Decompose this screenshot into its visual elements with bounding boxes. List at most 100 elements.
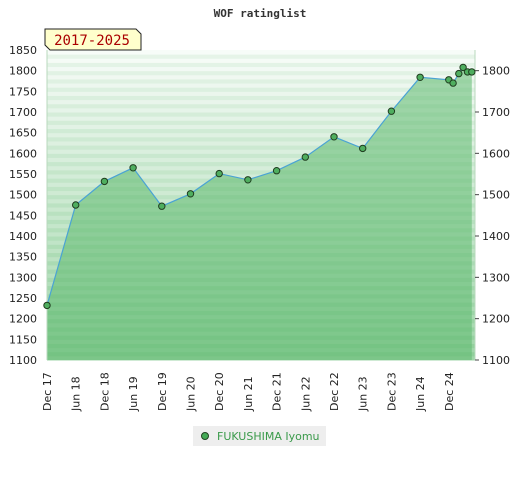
x-tick-label: Jun 19 [127,376,140,412]
x-tick-label: Jun 18 [70,376,83,412]
legend: FUKUSHIMA Iyomu [193,426,326,446]
background-band [47,124,475,130]
background-band [47,153,475,158]
x-tick-label: Dec 17 [41,372,54,411]
y-tick-label-right: 1600 [482,147,510,160]
data-point [449,79,457,87]
background-band [47,54,475,59]
background-band [47,70,475,76]
data-point [100,177,109,186]
y-tick-label: 1250 [9,292,37,305]
background-band [47,78,475,84]
legend-marker-icon [201,432,209,440]
background-band [47,140,475,146]
background-band [47,136,475,142]
y-tick-label: 1650 [9,127,37,140]
x-tick-label: Jun 24 [414,376,427,412]
y-tick-label: 1500 [9,189,37,202]
y-tick-label-right: 1400 [482,230,510,243]
data-point [359,144,367,153]
background-band [47,74,475,80]
legend-label: FUKUSHIMA Iyomu [217,429,320,443]
background-band [47,157,475,163]
y-tick-label: 1750 [9,85,37,98]
background-band [47,132,475,138]
y-tick-label: 1700 [9,106,37,119]
period-badge: 2017-2025 [44,28,142,51]
background-band [47,112,475,117]
y-tick-label: 1300 [9,271,37,284]
y-tick-label: 1600 [9,147,37,160]
y-tick-label: 1100 [9,354,37,367]
period-label: 2017-2025 [54,33,130,49]
data-point [387,107,396,115]
y-tick-label: 1200 [9,313,37,326]
x-tick-label: Jun 23 [357,376,370,412]
data-point [459,63,467,72]
data-point [301,153,309,161]
data-markers [43,63,476,310]
background-band [47,149,475,154]
area-fill [47,67,472,361]
background-band [47,161,475,167]
period-badge-box [44,28,142,51]
y-tick-label-right: 1800 [482,65,510,78]
y-tick-label: 1450 [9,209,37,222]
y-tick-label: 1800 [9,65,37,78]
data-point [43,301,51,310]
x-tick-label: Dec 21 [271,372,284,411]
x-tick-label: Dec 19 [156,372,169,411]
data-point [272,167,281,175]
x-axis: Dec 17 Jun 18 Dec 18 Jun 19 Dec 19 Jun 20 Dec … [41,372,456,412]
data-point [186,190,195,198]
y-tick-label: 1350 [9,251,37,264]
x-tick-label: Dec 23 [385,372,398,411]
data-point [72,201,80,209]
x-tick-label: Jun 21 [242,376,255,412]
y-tick-label-right: 1500 [482,189,510,202]
background-band [47,116,475,121]
background-band [47,169,475,175]
background-band [47,107,475,113]
background-band [47,91,475,96]
background-band [47,87,475,92]
data-point [158,202,166,210]
y-tick-label: 1850 [9,44,37,57]
x-tick-label: Dec 22 [328,372,341,411]
y-tick-label-right: 1300 [482,271,510,284]
background-band [47,62,475,68]
y-axis-left: 1100 1150 1200 1250 1300 1350 1400 1450 1500 1550… [9,44,48,367]
data-point [416,73,424,82]
background-band [47,103,475,109]
x-tick-label: Jun 20 [185,376,198,412]
data-point [455,69,463,78]
background-band [47,145,475,150]
data-point [129,164,137,172]
y-tick-label-right: 1200 [482,313,510,326]
y-tick-label-right: 1100 [482,354,510,367]
data-point [330,133,338,141]
background-band [47,66,475,72]
background-band [47,95,475,101]
background-band [47,83,475,88]
y-tick-label: 1550 [9,168,37,181]
background-band [47,165,475,171]
background-band [47,128,475,134]
y-tick-label-right: 1700 [482,106,510,119]
x-tick-label: Dec 18 [98,372,111,411]
data-point [468,68,476,76]
x-tick-label: Dec 20 [213,372,226,411]
background-band [47,120,475,125]
chart-title: WOF ratinglist [214,7,307,20]
background-band [47,99,475,105]
background-band [47,50,475,55]
x-tick-label: Dec 24 [443,372,456,411]
x-tick-label: Jun 22 [299,376,312,412]
data-point [244,176,252,184]
y-axis-right: 1100 1200 1300 1400 1500 1600 1700 1800 [474,50,510,367]
y-tick-label: 1400 [9,230,37,243]
data-point [215,169,223,178]
background-band [47,58,475,63]
y-tick-label: 1150 [9,333,37,346]
